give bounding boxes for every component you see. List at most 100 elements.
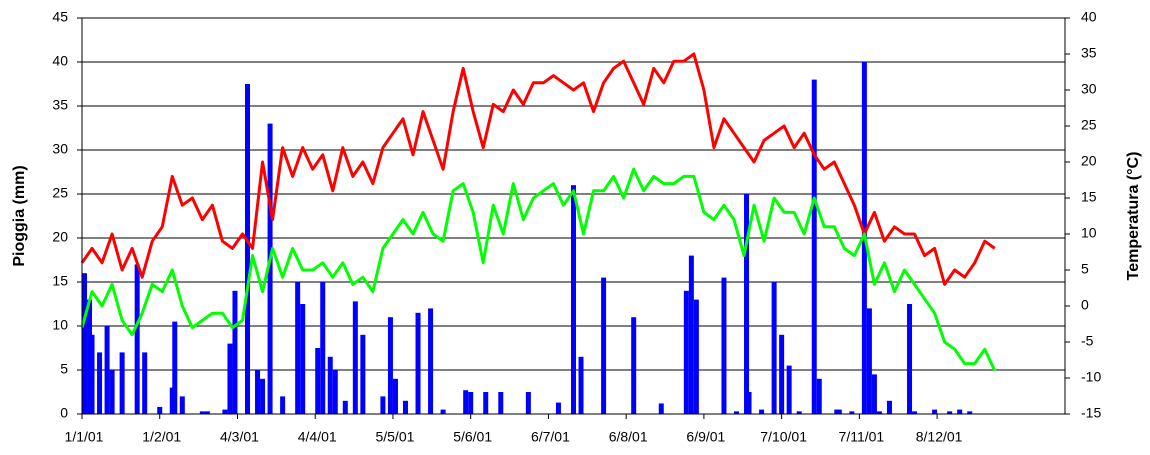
rain-bar xyxy=(693,299,699,414)
rain-bar xyxy=(796,411,802,414)
rain-bar xyxy=(816,378,822,414)
rain-bar xyxy=(886,400,892,414)
x-tick-label: 6/9/01 xyxy=(686,429,725,445)
rain-bar xyxy=(255,370,261,414)
rain-bar xyxy=(907,304,913,414)
rain-bar xyxy=(744,194,750,414)
rain-bar xyxy=(428,308,434,414)
x-tick-label: 5/6/01 xyxy=(453,429,492,445)
y-axis-title: Pioggia (mm) xyxy=(11,165,28,266)
rain-bar xyxy=(260,378,266,414)
y2-tick-label: 15 xyxy=(1081,189,1097,205)
y-tick-label: 45 xyxy=(52,9,68,25)
rain-bar xyxy=(811,79,817,414)
rain-bar xyxy=(836,409,842,414)
rain-bar xyxy=(779,334,785,414)
y2-axis-title: Temperatura (°C) xyxy=(1125,152,1142,281)
x-tick-label: 4/4/01 xyxy=(298,429,337,445)
rain-bar xyxy=(786,365,792,414)
rain-bar xyxy=(601,277,607,414)
x-tick-label: 6/8/01 xyxy=(609,429,648,445)
rain-bar xyxy=(232,290,238,414)
x-tick-label: 1/1/01 xyxy=(65,429,104,445)
rain-bar xyxy=(380,396,386,414)
rain-bar xyxy=(300,304,306,414)
x-tick-label: 1/2/01 xyxy=(142,429,181,445)
y2-tick-label: 10 xyxy=(1081,225,1097,241)
y2-tick-label: 40 xyxy=(1081,9,1097,25)
y2-tick-label: 5 xyxy=(1081,261,1089,277)
rain-bar xyxy=(227,343,233,414)
x-tick-label: 6/7/01 xyxy=(531,429,570,445)
temperature-line xyxy=(80,167,997,372)
rain-bar xyxy=(245,84,251,414)
rain-bar xyxy=(746,392,752,414)
x-tick-label: 7/10/01 xyxy=(760,429,807,445)
rain-bar xyxy=(967,411,973,414)
rain-bar xyxy=(733,411,739,414)
rain-bar xyxy=(82,273,88,414)
rain-bar xyxy=(320,282,326,414)
y2-tick-label: -5 xyxy=(1081,333,1094,349)
rain-bar xyxy=(463,390,469,414)
rain-bar xyxy=(402,400,408,414)
y-tick-label: 5 xyxy=(60,361,68,377)
rain-bar xyxy=(834,409,840,414)
rain-bar xyxy=(468,392,474,414)
rain-bar xyxy=(179,396,185,414)
rain-bar xyxy=(204,411,210,414)
y-tick-label: 30 xyxy=(52,141,68,157)
rain-bar xyxy=(683,290,689,414)
rain-bar xyxy=(87,299,93,414)
rain-bar xyxy=(392,378,398,414)
rain-bar xyxy=(555,402,561,414)
x-tick-label: 8/12/01 xyxy=(916,429,963,445)
rain-bar xyxy=(352,301,358,414)
temperature-line xyxy=(80,52,996,286)
rain-bar xyxy=(119,352,125,414)
y2-tick-label: 25 xyxy=(1081,117,1097,133)
y-tick-label: 0 xyxy=(60,405,68,421)
y-tick-label: 10 xyxy=(52,317,68,333)
rain-bar xyxy=(142,352,148,414)
rain-bar xyxy=(658,403,664,414)
rain-bar xyxy=(957,409,963,414)
y2-tick-label: -15 xyxy=(1081,405,1101,421)
rain-bar xyxy=(267,123,273,414)
rain-bar xyxy=(387,317,393,414)
x-tick-label: 5/5/01 xyxy=(375,429,414,445)
rain-bar xyxy=(342,400,348,414)
rain-bar xyxy=(104,326,110,414)
rain-bar xyxy=(771,282,777,414)
rain-bar xyxy=(912,411,918,414)
y-tick-label: 25 xyxy=(52,185,68,201)
rain-bar xyxy=(947,411,953,414)
y-tick-label: 40 xyxy=(52,53,68,69)
rain-bar xyxy=(109,370,115,414)
rain-bar xyxy=(849,411,855,414)
rain-bar xyxy=(759,409,765,414)
rain-bar xyxy=(172,321,178,414)
y2-tick-label: 35 xyxy=(1081,45,1097,61)
y2-tick-label: -10 xyxy=(1081,369,1101,385)
rain-bar xyxy=(222,409,228,414)
y2-tick-label: 20 xyxy=(1081,153,1097,169)
y2-tick-label: 30 xyxy=(1081,81,1097,97)
rain-bar xyxy=(578,356,584,414)
rain-bar xyxy=(360,334,366,414)
rain-bar xyxy=(327,356,333,414)
rain-bar xyxy=(498,392,504,414)
rain-bar xyxy=(483,392,489,414)
rain-bar xyxy=(415,312,421,414)
y-tick-label: 20 xyxy=(52,229,68,245)
rain-bar xyxy=(97,352,103,414)
rain-bar xyxy=(871,374,877,414)
rain-bar xyxy=(169,387,175,414)
rain-bar xyxy=(525,392,531,414)
rain-bar xyxy=(157,406,163,414)
rain-bar xyxy=(571,185,576,414)
rain-bar xyxy=(721,277,727,414)
rain-bar xyxy=(89,334,95,414)
x-tick-label: 7/11/01 xyxy=(839,429,885,445)
